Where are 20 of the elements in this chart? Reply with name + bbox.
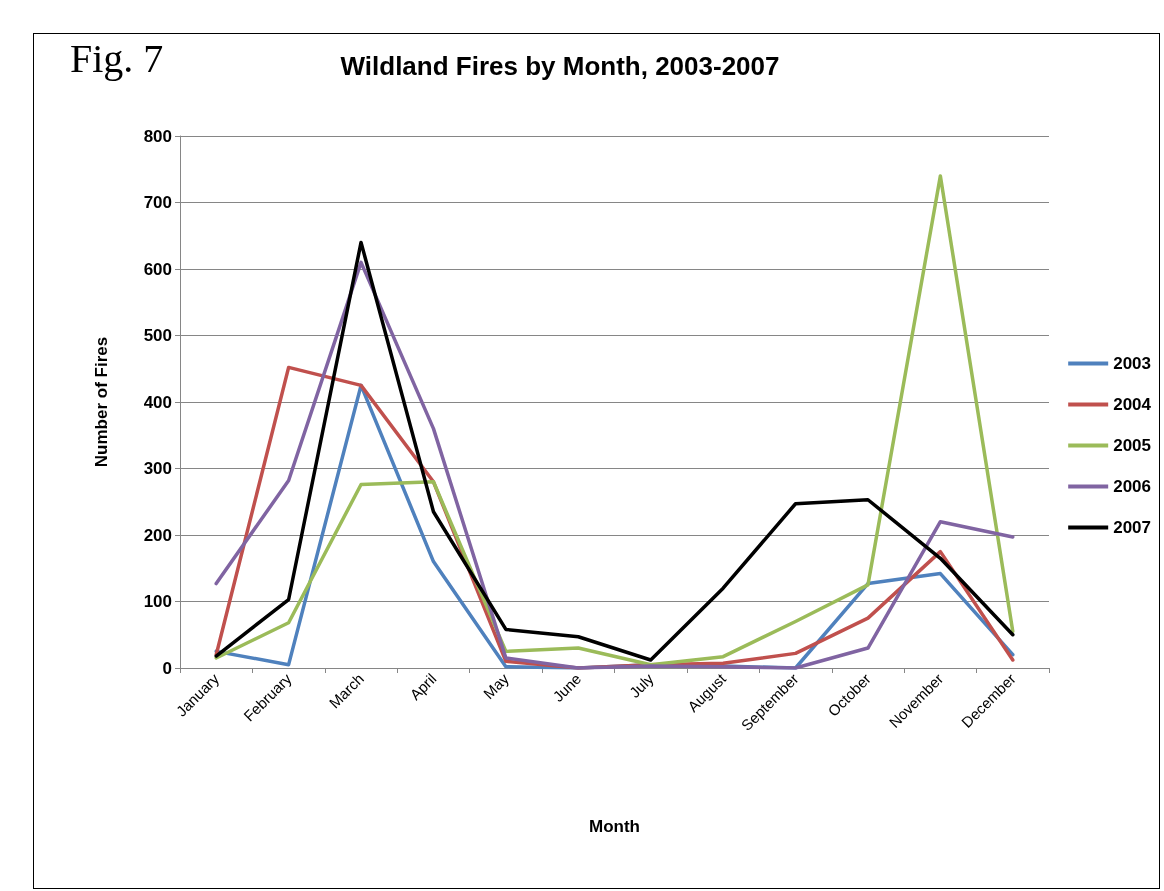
y-tick-label: 700 xyxy=(143,193,172,212)
y-tick-label: 600 xyxy=(143,259,172,279)
chart-title: Wildland Fires by Month, 2003-2007 xyxy=(340,51,780,81)
legend-label: 2003 xyxy=(1113,354,1152,373)
x-axis-title: Month xyxy=(589,817,640,836)
y-tick-label: 300 xyxy=(143,459,172,478)
y-tick-label: 800 xyxy=(143,126,172,146)
y-tick-label: 100 xyxy=(143,592,172,611)
y-tick-label: 500 xyxy=(143,326,172,345)
y-tick-label: 0 xyxy=(162,658,172,678)
legend-label: 2005 xyxy=(1113,436,1152,455)
y-tick-label: 200 xyxy=(143,525,172,545)
legend-label: 2006 xyxy=(1113,477,1152,496)
legend-label: 2007 xyxy=(1113,518,1152,537)
x-tick-label: July xyxy=(625,669,658,701)
caption: Fig. 7 xyxy=(70,35,164,81)
y-axis-title: Number of Fires xyxy=(92,336,111,468)
y-tick-label: 400 xyxy=(143,392,172,412)
x-tick-label: May xyxy=(479,669,513,703)
legend-label: 2004 xyxy=(1113,395,1152,414)
